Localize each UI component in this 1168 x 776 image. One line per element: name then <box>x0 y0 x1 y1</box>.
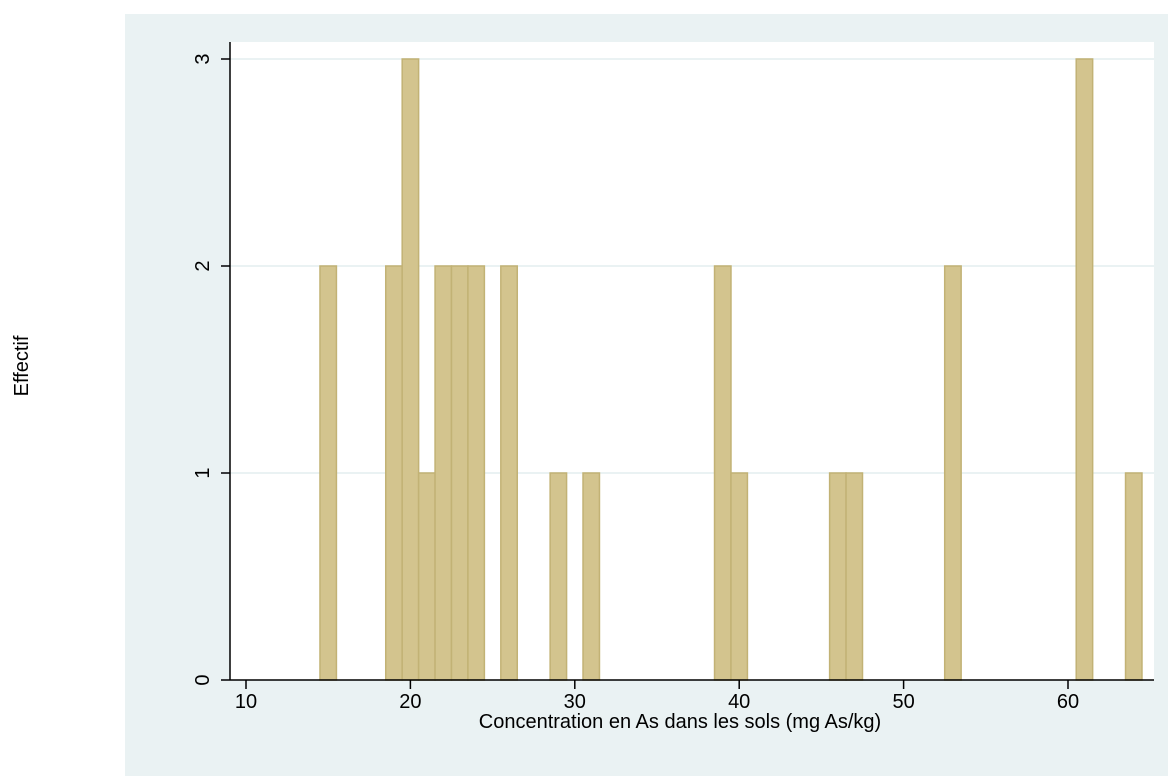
bar-15 <box>319 265 338 681</box>
bar-64 <box>1124 472 1143 681</box>
bar-47 <box>845 472 864 681</box>
x-tick-label-30: 30 <box>564 691 586 713</box>
y-axis-ticks: 0 1 2 3 <box>192 53 230 686</box>
y-tick-label-0: 0 <box>192 674 214 685</box>
bar-39 <box>713 265 732 681</box>
bar-23 <box>450 265 469 681</box>
y-tick-label-1: 1 <box>192 467 214 478</box>
bar-46 <box>828 472 847 681</box>
bar-19 <box>384 265 403 681</box>
bar-24 <box>467 265 486 681</box>
y-tick-label-2: 2 <box>192 260 214 271</box>
bar-20 <box>401 58 420 681</box>
bar-61 <box>1075 58 1094 681</box>
bar-40 <box>730 472 749 681</box>
gridlines <box>230 58 1154 474</box>
x-tick-label-10: 10 <box>235 691 257 713</box>
x-axis-title: Concentration en As dans les sols (mg As… <box>479 711 881 733</box>
x-axis-ticks: 10 20 30 40 50 60 <box>235 680 1079 713</box>
x-tick-label-50: 50 <box>892 691 914 713</box>
x-tick-label-60: 60 <box>1057 691 1079 713</box>
y-tick-label-3: 3 <box>192 53 214 64</box>
x-tick-label-20: 20 <box>399 691 421 713</box>
bar-26 <box>500 265 519 681</box>
y-axis-title: Effectif <box>11 335 33 396</box>
x-tick-label-40: 40 <box>728 691 750 713</box>
bar-31 <box>582 472 601 681</box>
bar-22 <box>434 265 453 681</box>
bar-21 <box>417 472 436 681</box>
bar-29 <box>549 472 568 681</box>
bar-53 <box>943 265 962 681</box>
plot-area <box>230 42 1154 680</box>
